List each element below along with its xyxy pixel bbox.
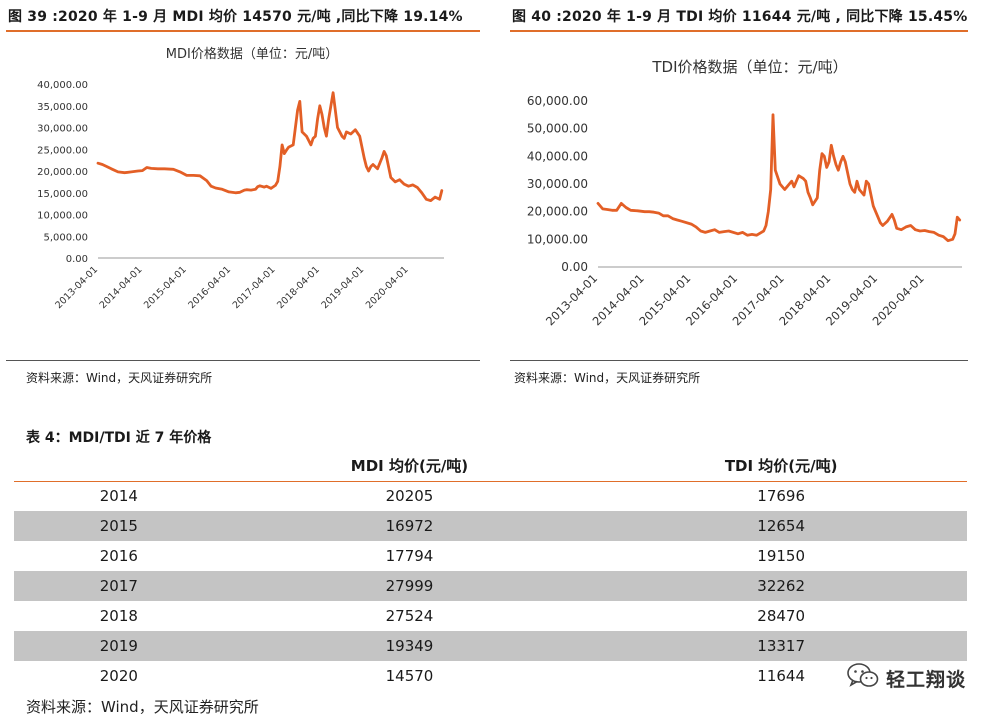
table-header-row: MDI 均价(元/吨) TDI 均价(元/吨) [14, 451, 967, 482]
tdi-cell: 13317 [595, 631, 967, 661]
tdi-y-tick-label: 60,000.00 [527, 94, 588, 108]
year-cell: 2014 [99, 487, 138, 506]
table-row: 2015 16972 12654 [14, 511, 967, 541]
tdi-chart-title: TDI价格数据（单位：元/吨） [651, 58, 847, 76]
table-row: 2016 17794 19150 [14, 541, 967, 571]
tdi-chart: TDI价格数据（单位：元/吨） 0.00 10,000.00 20,000.00 30… [527, 58, 962, 328]
mdi-y-tick-label: 25,000.00 [37, 145, 88, 156]
table-header-tdi: TDI 均价(元/吨) [595, 451, 967, 482]
mdi-x-tick-label: 2019-04-01 [319, 264, 366, 311]
table-header-year [14, 451, 224, 482]
year-cell: 2020 [99, 667, 138, 685]
tdi-cell: 28470 [757, 607, 806, 625]
tdi-price-line [596, 113, 962, 243]
table-source: 资料来源：Wind，天风证券研究所 [26, 698, 259, 716]
left-figure-bottom-rule [6, 360, 480, 361]
tdi-y-tick-label: 50,000.00 [527, 122, 588, 136]
mdi-x-tick-label: 2015-04-01 [142, 264, 189, 311]
mdi-y-tick-label: 35,000.00 [37, 102, 88, 113]
mdi-chart-title: MDI价格数据（单位：元/吨） [166, 46, 338, 62]
tdi-cell: 17696 [757, 487, 806, 506]
mdi-cell: 19349 [223, 631, 596, 661]
mdi-x-tick-label: 2014-04-01 [98, 264, 145, 311]
tdi-cell: 12654 [595, 511, 967, 541]
table-row: 2018 27524 28470 [14, 601, 967, 631]
mdi-cell: 27999 [223, 571, 596, 601]
price-table: MDI 均价(元/吨) TDI 均价(元/吨) 2014 20205 17696 2… [14, 451, 967, 691]
mdi-price-line [96, 91, 444, 202]
mdi-y-tick-label: 15,000.00 [37, 189, 88, 200]
table-header-mdi: MDI 均价(元/吨) [223, 451, 596, 482]
mdi-x-tick-label: 2020-04-01 [364, 264, 411, 311]
mdi-cell: 14570 [385, 667, 434, 685]
table-caption: 表 4：MDI/TDI 近 7 年价格 [26, 430, 212, 446]
table-row: 2020 14570 11644 [14, 661, 967, 691]
tdi-cell: 19150 [757, 547, 806, 565]
year-cell: 2019 [14, 631, 224, 661]
left-figure-source: 资料来源：Wind，天风证券研究所 [26, 371, 213, 385]
year-cell: 2018 [99, 607, 138, 625]
tdi-cell: 32262 [595, 571, 967, 601]
mdi-y-tick-label: 10,000.00 [37, 211, 88, 222]
table-row: 2017 27999 32262 [14, 571, 967, 601]
left-figure-top-rule [6, 30, 480, 32]
mdi-cell: 16972 [223, 511, 596, 541]
right-figure-bottom-rule [510, 360, 968, 361]
tdi-y-tick-label: 0.00 [561, 260, 588, 274]
year-cell: 2015 [14, 511, 224, 541]
left-figure-caption: 图 39 :2020 年 1-9 月 MDI 均价 14570 元/吨 ,同比下… [8, 9, 463, 25]
year-cell: 2017 [14, 571, 224, 601]
tdi-y-tick-label: 30,000.00 [527, 177, 588, 191]
mdi-y-tick-label: 0.00 [66, 254, 88, 265]
table-row: 2019 19349 13317 [14, 631, 967, 661]
mdi-y-tick-label: 5,000.00 [43, 232, 88, 243]
mdi-cell: 17794 [385, 547, 434, 565]
tdi-y-tick-label: 10,000.00 [527, 232, 588, 246]
tdi-y-tick-label: 40,000.00 [527, 149, 588, 163]
right-figure-top-rule [510, 30, 968, 32]
mdi-x-tick-label: 2016-04-01 [186, 264, 233, 311]
mdi-y-tick-label: 40,000.00 [37, 80, 88, 91]
mdi-cell: 20205 [385, 487, 434, 506]
mdi-cell: 27524 [385, 607, 434, 625]
table-row: 2014 20205 17696 [14, 481, 967, 511]
watermark: 轻工翔谈 [846, 662, 966, 694]
mdi-y-tick-label: 30,000.00 [37, 124, 88, 135]
right-figure-caption: 图 40 :2020 年 1-9 月 TDI 均价 11644 元/吨 , 同比… [512, 9, 968, 25]
tdi-y-tick-label: 20,000.00 [527, 205, 588, 219]
mdi-x-tick-label: 2018-04-01 [275, 264, 322, 311]
wechat-icon [846, 662, 880, 694]
mdi-y-tick-label: 20,000.00 [37, 167, 88, 178]
mdi-x-tick-label: 2017-04-01 [231, 264, 278, 311]
mdi-x-tick-label: 2013-04-01 [53, 264, 100, 311]
year-cell: 2016 [99, 547, 138, 565]
mdi-chart: MDI价格数据（单位：元/吨） 0.00 5,000.00 10,000.00 15,… [37, 46, 444, 311]
right-figure-source: 资料来源：Wind，天风证券研究所 [514, 371, 701, 385]
tdi-cell: 11644 [757, 667, 806, 685]
watermark-text: 轻工翔谈 [885, 668, 966, 691]
